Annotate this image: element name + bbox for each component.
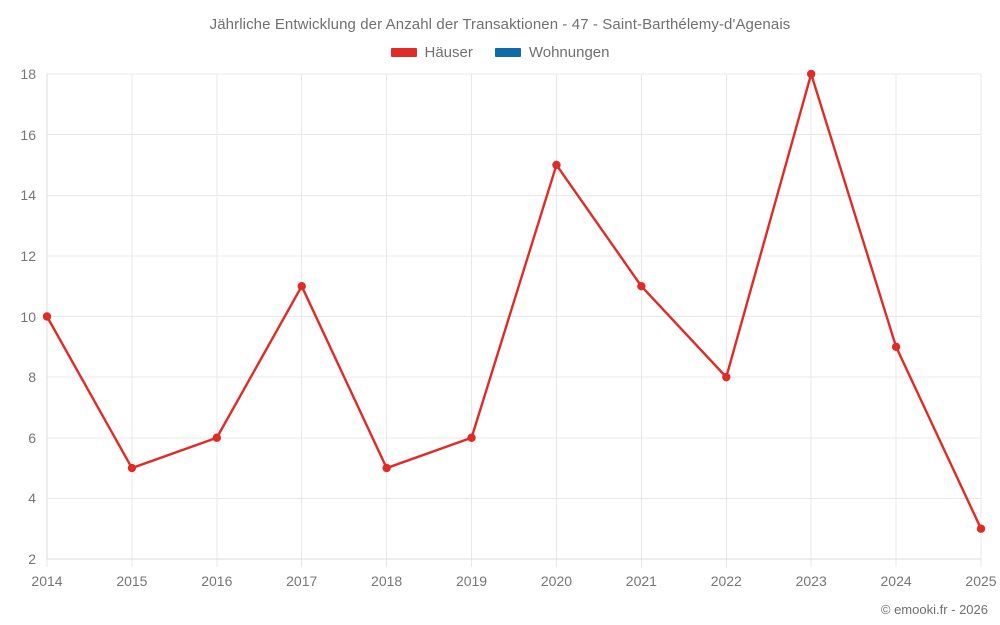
legend-swatch-wohnungen-icon [494,48,521,57]
x-axis-tick-label: 2019 [455,573,488,589]
x-axis-tick-label: 2016 [201,573,233,589]
x-axis-tick-label: 2020 [540,573,573,589]
y-axis-tick-label: 2 [28,551,36,567]
y-axis-tick-label: 16 [20,126,36,143]
data-point[interactable] [127,463,137,473]
data-point[interactable] [722,372,731,382]
footer-credit: © emooki.fr - 2026 [880,602,988,617]
y-axis-tick-label: 14 [20,187,36,204]
legend-label-haeuser: Häuser [424,44,473,61]
data-point[interactable] [552,160,561,170]
x-axis-tick-label: 2021 [625,573,657,589]
data-point[interactable] [297,281,306,291]
x-axis-tick-label: 2017 [286,573,318,589]
legend-item-wohnungen[interactable]: Wohnungen [494,44,610,61]
x-axis-tick-label: 2018 [371,573,403,589]
data-point[interactable] [976,524,986,533]
data-point[interactable] [806,69,816,79]
chart-title: Jährliche Entwicklung der Anzahl der Tra… [209,16,791,33]
x-axis-tick-label: 2024 [880,573,912,589]
data-point[interactable] [637,281,646,291]
x-axis-tick-label: 2015 [116,573,148,589]
legend-item-haeuser[interactable]: Häuser [390,44,473,61]
y-axis-tick-label: 18 [20,66,36,82]
x-axis-tick-label: 2025 [965,573,997,589]
y-axis-tick-label: 8 [28,369,36,386]
x-axis-tick-label: 2014 [31,573,63,589]
x-axis-tick-label: 2022 [710,573,742,589]
data-point[interactable] [467,433,476,442]
legend-swatch-haeuser-icon [390,48,417,57]
legend-label-wohnungen: Wohnungen [528,44,610,61]
data-point[interactable] [382,463,391,473]
series-layer [42,69,986,533]
y-axis-tick-label: 12 [20,247,36,264]
series-line-0 [45,72,983,530]
data-point[interactable] [212,433,222,442]
gridlines [46,73,982,567]
chart-legend: Häuser Wohnungen [0,44,1000,61]
x-axis-tick-label: 2023 [795,573,827,589]
data-point[interactable] [891,342,901,352]
y-axis-tick-label: 10 [20,308,36,325]
y-axis-tick-label: 4 [28,490,36,507]
y-axis-tick-label: 6 [28,429,36,446]
data-point[interactable] [42,312,52,321]
